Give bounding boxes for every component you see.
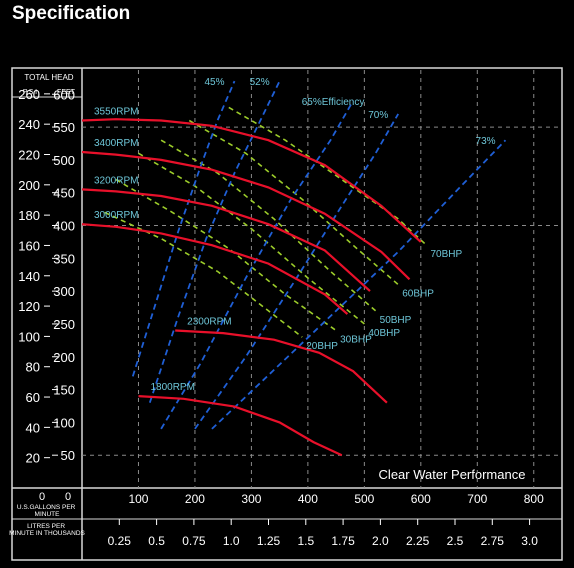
- y-tick-label-feet: 350: [53, 251, 75, 266]
- bhp-curve-label: 50BHP: [380, 315, 412, 326]
- rpm-curve-label: 3400RPM: [94, 138, 138, 149]
- efficiency-curve: [160, 100, 354, 430]
- chart-subtitle: Clear Water Performance: [379, 467, 526, 482]
- gpm-axis-label: U.S.GALLONS PER MINUTE: [17, 504, 77, 518]
- bhp-curve-label: 60BHP: [402, 289, 434, 300]
- rpm-curve: [81, 188, 371, 292]
- y-tick-label-feet: 100: [53, 415, 75, 430]
- bhp-curve: [228, 106, 428, 246]
- litres-axis-label: LITRES PER MINUTE IN THOUSANDS: [9, 523, 85, 537]
- rpm-curve: [138, 395, 343, 457]
- x-tick-label-litres: 2.0: [372, 534, 389, 548]
- efficiency-curve-label: 70%: [368, 110, 388, 121]
- efficiency-curves-layer: [131, 80, 507, 430]
- efficiency-curve: [131, 80, 236, 377]
- bhp-curve-label: 40BHP: [368, 328, 400, 339]
- rpm-curve-label: 3200RPM: [94, 175, 138, 186]
- y-tick-label-psi: 80: [26, 360, 40, 375]
- y-tick-label-feet: 50: [61, 448, 75, 463]
- chart-frame: [11, 67, 563, 561]
- x-tick-label-gpm: 700: [467, 492, 487, 506]
- rpm-curves-layer: [81, 118, 422, 457]
- y-tick-label-psi: 180: [18, 208, 40, 223]
- y-tick-label-psi: 40: [26, 420, 40, 435]
- x-tick-label-gpm: 400: [298, 492, 318, 506]
- x-tick-label-gpm: 300: [241, 492, 261, 506]
- y-tick-label-feet: 450: [53, 186, 75, 201]
- y-tick-label-feet: 500: [53, 153, 75, 168]
- rpm-curve: [175, 329, 388, 404]
- y-tick-label-psi: 60: [26, 390, 40, 405]
- x-tick-label-gpm: 800: [524, 492, 544, 506]
- y-tick-label-psi: 120: [18, 299, 40, 314]
- y-tick-label-feet: 600: [53, 87, 75, 102]
- x-tick-label-litres: 0.75: [182, 534, 206, 548]
- x-tick-label-gpm: 500: [354, 492, 374, 506]
- efficiency-curve-label: 65%Efficiency: [302, 97, 365, 108]
- y-tick-label-psi: 160: [18, 238, 40, 253]
- efficiency-curve: [148, 80, 281, 403]
- y-tick-label-psi: 140: [18, 269, 40, 284]
- rpm-curve-label: 3550RPM: [94, 107, 138, 118]
- efficiency-curve-label: 45%: [204, 77, 224, 88]
- tick-layer: 100 200 300 400 500 600 700 8005010015020025030…: [18, 87, 544, 548]
- x-tick-label-litres: 1.5: [297, 534, 314, 548]
- gpm-zero-right: 0: [65, 491, 71, 503]
- y-tick-label-psi: 260: [18, 87, 40, 102]
- efficiency-curve-label: 52%: [250, 77, 270, 88]
- y-tick-label-feet: 300: [53, 284, 75, 299]
- efficiency-curve: [211, 139, 507, 430]
- y-tick-label-psi: 240: [18, 117, 40, 132]
- y-tick-label-feet: 250: [53, 317, 75, 332]
- bhp-curve-label: 20BHP: [306, 341, 338, 352]
- x-tick-label-litres: 3.0: [521, 534, 538, 548]
- y-tick-label-psi: 220: [18, 147, 40, 162]
- y-tick-label-feet: 150: [53, 383, 75, 398]
- x-tick-label-litres: 2.25: [406, 534, 430, 548]
- x-tick-label-litres: 2.75: [481, 534, 505, 548]
- rpm-curve-label: 3000RPM: [94, 210, 138, 221]
- y-tick-label-psi: 200: [18, 178, 40, 193]
- rpm-curve-label: 1800RPM: [150, 382, 194, 393]
- grid-layer: [82, 70, 562, 488]
- y-tick-label-psi: 20: [26, 451, 40, 466]
- x-tick-label-litres: 1.25: [257, 534, 281, 548]
- y-psi-label: P.S.I: [23, 89, 37, 96]
- y-header-label: TOTAL HEAD: [24, 73, 73, 82]
- bhp-curve: [138, 152, 365, 325]
- y-tick-label-feet: 200: [53, 350, 75, 365]
- rpm-curve-label: 2300RPM: [187, 317, 231, 328]
- x-tick-label-gpm: 100: [128, 492, 148, 506]
- efficiency-curve: [194, 113, 399, 430]
- bhp-curve: [115, 178, 337, 332]
- x-tick-label-gpm: 200: [185, 492, 205, 506]
- x-tick-label-litres: 1.75: [331, 534, 355, 548]
- rpm-curve: [81, 223, 349, 315]
- x-tick-label-litres: 0.5: [148, 534, 165, 548]
- bhp-curve: [104, 211, 303, 338]
- rpm-curve: [81, 150, 411, 281]
- y-tick-label-psi: 100: [18, 329, 40, 344]
- bhp-curve-label: 70BHP: [430, 249, 462, 260]
- bhp-curve: [188, 119, 399, 286]
- gpm-zero-left: 0: [39, 491, 45, 503]
- rpm-curve: [81, 118, 422, 243]
- bhp-curve: [160, 139, 377, 312]
- x-tick-label-litres: 1.0: [223, 534, 240, 548]
- x-tick-label-gpm: 600: [411, 492, 431, 506]
- y-tick-label-feet: 400: [53, 219, 75, 234]
- y-tick-label-feet: 550: [53, 120, 75, 135]
- bhp-curves-layer: [104, 106, 428, 338]
- efficiency-curve-label: 73%: [476, 136, 496, 147]
- x-tick-label-litres: 0.25: [108, 534, 132, 548]
- y-feet-label: FEET: [57, 89, 76, 96]
- page-title: Specification: [12, 3, 131, 24]
- x-tick-label-litres: 2.5: [447, 534, 464, 548]
- bhp-curve-label: 30BHP: [340, 335, 372, 346]
